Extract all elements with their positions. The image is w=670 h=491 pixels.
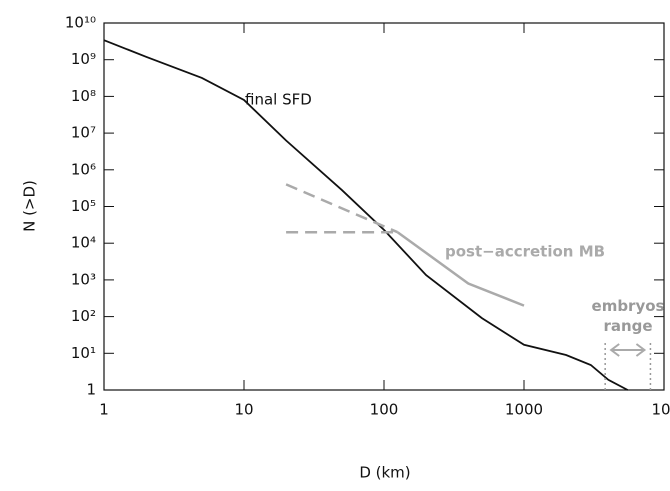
y-tick-label: 10² — [71, 307, 96, 325]
series-label: final SFD — [245, 91, 312, 109]
x-tick-label: 1 — [99, 401, 109, 419]
x-axis-label: D (km) — [359, 464, 410, 482]
y-tick-label: 10⁸ — [71, 87, 96, 105]
dashed-line — [285, 183, 399, 234]
y-tick-label: 10⁵ — [71, 197, 96, 215]
y-tick-label: 10³ — [71, 270, 96, 288]
x-tick-label: 10⁴ — [651, 401, 670, 419]
y-tick-label: 10⁴ — [71, 234, 96, 252]
y-tick-label: 10⁹ — [71, 50, 96, 68]
y-tick-label: 10⁶ — [71, 160, 96, 178]
line — [396, 231, 525, 307]
series-label: post−accretion MB — [445, 243, 605, 261]
annotation: embryos range — [592, 297, 665, 335]
x-tick-label: 100 — [370, 401, 399, 419]
y-tick-label: 1 — [86, 381, 96, 399]
y-tick-label: 10¹⁰ — [65, 14, 96, 32]
x-tick-label: 10 — [234, 401, 253, 419]
y-axis-label: N (>D) — [21, 180, 39, 232]
range-arrow — [609, 343, 647, 357]
x-tick-label: 1000 — [505, 401, 543, 419]
y-tick-label: 10⁷ — [71, 124, 96, 142]
y-tick-label: 10¹ — [71, 344, 96, 362]
line — [103, 39, 629, 391]
plot-frame — [103, 22, 665, 391]
